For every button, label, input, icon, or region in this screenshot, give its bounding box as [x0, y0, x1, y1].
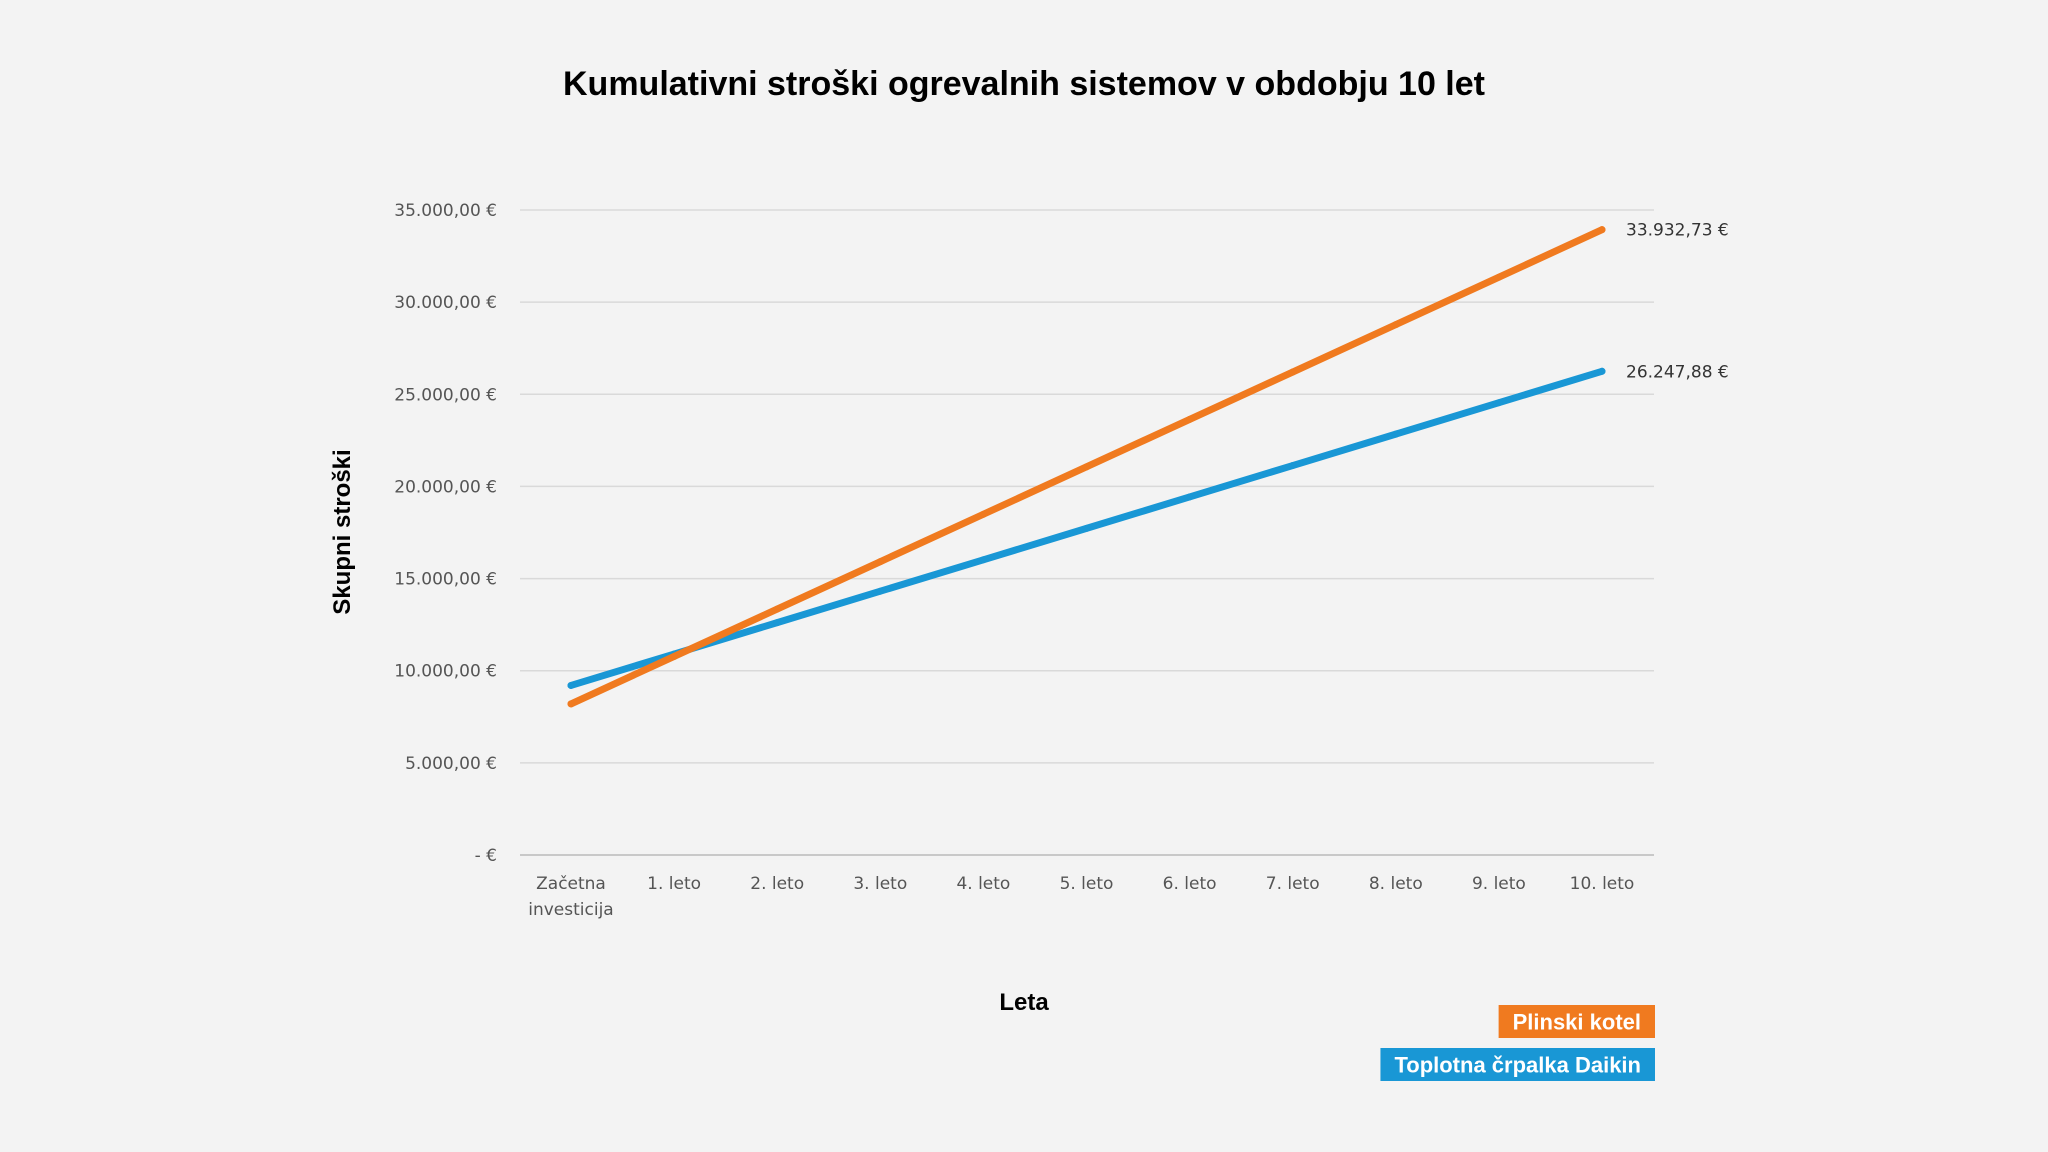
y-tick-label: 30.000,00 €: [394, 293, 497, 313]
data-point: [1186, 493, 1194, 501]
data-point: [1598, 367, 1606, 375]
data-point: [773, 619, 781, 627]
y-tick-label: - €: [475, 846, 497, 866]
y-tick-label: 15.000,00 €: [394, 570, 497, 590]
x-tick-label-line: 5. leto: [1060, 874, 1114, 894]
x-tick-label-line: 4. leto: [956, 874, 1010, 894]
legend-swatch: [1380, 1048, 1655, 1081]
x-tick-label-line: 9. leto: [1472, 874, 1526, 894]
data-point: [979, 510, 987, 518]
x-axis-ticks: Začetna investicija 1. leto 2. leto 3. leto 4…: [528, 874, 1634, 920]
x-tick-label: 10. leto: [1570, 874, 1635, 894]
y-tick-label: 5.000,00 €: [405, 754, 497, 774]
x-tick-label: 6. leto: [1163, 874, 1217, 894]
legend-item: Plinski kotel: [1498, 1005, 1655, 1038]
y-axis-title: Skupni stroški: [329, 449, 356, 614]
x-tick-label: 9. leto: [1472, 874, 1526, 894]
data-point: [1289, 462, 1297, 470]
data-point: [567, 700, 575, 708]
data-point: [1495, 399, 1503, 407]
x-tick-label: 7. leto: [1266, 874, 1320, 894]
legend-label: Plinski kotel: [1513, 1010, 1641, 1035]
x-tick-label: 1. leto: [647, 874, 701, 894]
x-tick-label: 3. leto: [853, 874, 907, 894]
x-axis-title: Leta: [999, 989, 1049, 1016]
data-point: [1495, 273, 1503, 281]
data-point: [876, 587, 884, 595]
data-point: [1598, 226, 1606, 234]
y-axis-ticks: - € 5.000,00 € 10.000,00 € 15.000,00 € 20.00…: [394, 201, 497, 866]
legend: Plinski kotel Toplotna črpalka Daikin: [1380, 1005, 1655, 1081]
x-tick-label: 8. leto: [1369, 874, 1423, 894]
chart-title: Kumulativni stroški ogrevalnih sistemov …: [563, 65, 1485, 103]
x-tick-label-line: 1. leto: [647, 874, 701, 894]
data-point: [1392, 430, 1400, 438]
end-value-label: 26.247,88 €: [1626, 362, 1729, 382]
data-point: [670, 652, 678, 660]
data-point: [773, 605, 781, 613]
legend-item: Toplotna črpalka Daikin: [1380, 1048, 1655, 1081]
x-tick-label: 2. leto: [750, 874, 804, 894]
data-point: [1186, 415, 1194, 423]
y-tick-label: 35.000,00 €: [394, 201, 497, 221]
data-point: [876, 558, 884, 566]
data-point: [1289, 368, 1297, 376]
data-point: [979, 556, 987, 564]
x-tick-label-line: 6. leto: [1163, 874, 1217, 894]
data-point: [567, 681, 575, 689]
series-lines: [567, 226, 1606, 708]
x-tick-label-line: 10. leto: [1570, 874, 1635, 894]
x-tick-label: 5. leto: [1060, 874, 1114, 894]
y-tick-label: 20.000,00 €: [394, 477, 497, 497]
x-tick-label-line: Začetna: [536, 874, 606, 894]
x-tick-label-line: 2. leto: [750, 874, 804, 894]
data-point: [1083, 463, 1090, 471]
x-tick-label-line: 7. leto: [1266, 874, 1320, 894]
x-tick-label-line: 3. leto: [853, 874, 907, 894]
x-tick-label-line: 8. leto: [1369, 874, 1423, 894]
gridlines: [520, 209, 1654, 856]
data-point: [1083, 524, 1090, 532]
end-value-label: 33.932,73 €: [1626, 221, 1729, 241]
x-tick-label: 4. leto: [956, 874, 1010, 894]
data-point: [1392, 321, 1400, 329]
y-tick-label: 25.000,00 €: [394, 385, 497, 405]
legend-swatch: [1498, 1005, 1655, 1038]
y-tick-label: 10.000,00 €: [394, 662, 497, 682]
x-tick-label: Začetna investicija: [528, 874, 613, 920]
x-tick-label-line: investicija: [528, 900, 613, 920]
legend-label: Toplotna črpalka Daikin: [1394, 1053, 1641, 1078]
end-labels: 26.247,88 € 33.932,73 €: [1626, 221, 1729, 383]
